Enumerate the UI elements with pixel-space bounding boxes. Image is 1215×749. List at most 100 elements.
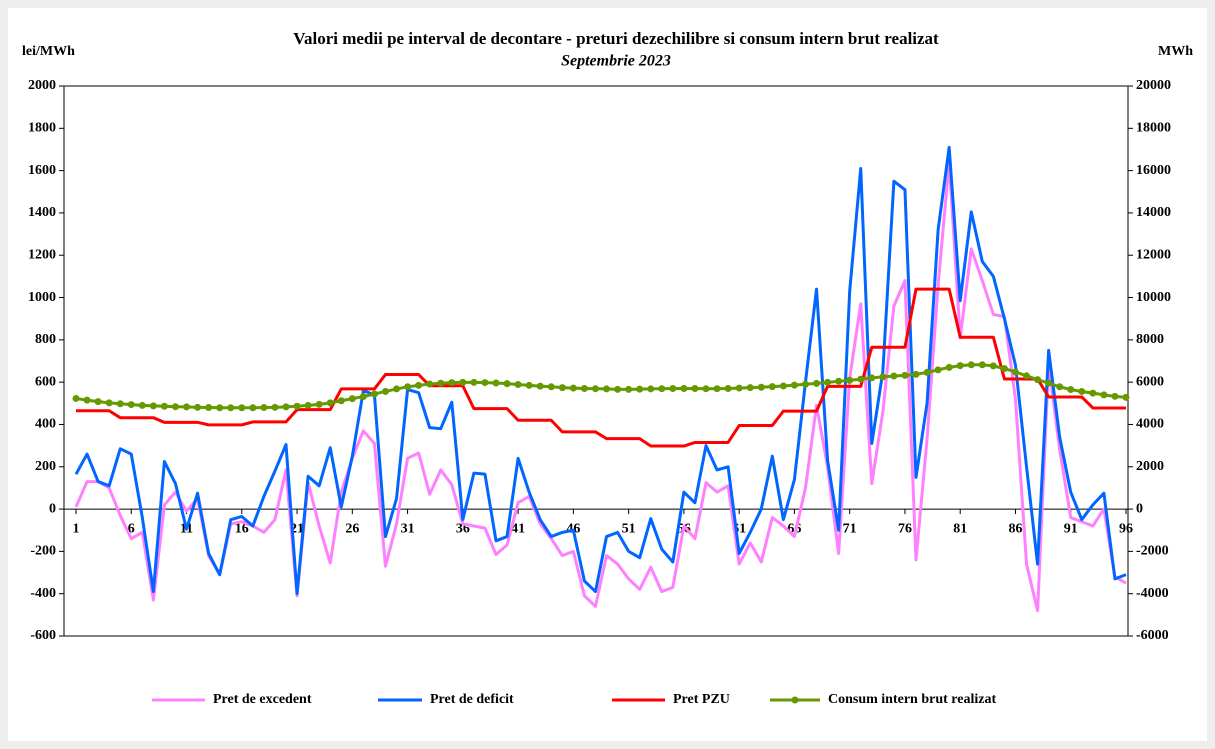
series-marker — [481, 379, 489, 387]
y-tick-label: 1200 — [28, 247, 56, 262]
series-marker — [680, 385, 688, 392]
series-marker — [1078, 387, 1086, 395]
x-tick-label: 96 — [1119, 521, 1133, 536]
series-marker — [1011, 368, 1019, 376]
y2-tick-label: 2000 — [1136, 459, 1164, 474]
series-marker — [658, 385, 666, 393]
series-marker — [945, 363, 953, 371]
y2-tick-label: 4000 — [1136, 417, 1164, 432]
series-marker — [801, 380, 809, 388]
series-marker — [768, 383, 776, 391]
series-marker — [171, 403, 179, 411]
series-marker — [1067, 386, 1075, 394]
series-marker — [393, 385, 401, 393]
series-marker — [492, 379, 500, 387]
series-marker — [448, 379, 456, 387]
x-tick-label: 31 — [401, 521, 415, 536]
y2-tick-label: 18000 — [1136, 121, 1171, 136]
series-marker — [271, 403, 279, 411]
y-tick-label: 400 — [35, 417, 56, 432]
series-marker — [470, 378, 478, 386]
series-marker — [503, 380, 511, 388]
series-marker — [348, 395, 356, 403]
y-tick-label: 600 — [35, 374, 56, 389]
series-line — [76, 287, 1126, 448]
x-tick-label: 16 — [235, 521, 249, 536]
series-marker — [647, 385, 655, 393]
series-marker — [127, 401, 135, 409]
series-marker — [547, 383, 555, 391]
y-tick-label: 800 — [35, 332, 56, 347]
series-marker — [260, 404, 268, 412]
series-marker — [160, 402, 168, 410]
series-line — [74, 145, 1127, 596]
series-marker — [1056, 383, 1064, 391]
x-tick-label: 51 — [622, 521, 636, 536]
series-marker — [636, 385, 644, 393]
x-tick-label: 76 — [898, 521, 912, 536]
series-marker — [569, 384, 577, 392]
x-tick-label: 26 — [345, 521, 359, 536]
y-tick-label: 1000 — [28, 290, 56, 305]
legend-label: Consum intern brut realizat — [828, 692, 996, 707]
series-marker — [713, 385, 721, 393]
y-tick-label: 0 — [49, 501, 56, 516]
series-marker — [249, 404, 257, 412]
x-tick-label: 86 — [1008, 521, 1022, 536]
chart-subtitle: Septembrie 2023 — [561, 53, 671, 70]
series-marker — [149, 402, 157, 410]
series-marker — [525, 381, 533, 389]
series-marker — [1111, 392, 1119, 400]
legend-label: Pret de deficit — [430, 692, 514, 707]
legend-marker — [791, 696, 799, 704]
x-tick-label: 91 — [1064, 521, 1078, 536]
series-marker — [205, 404, 213, 412]
y2-axis-label: MWh — [1158, 44, 1193, 59]
series-marker — [227, 404, 235, 412]
series-marker — [404, 383, 412, 391]
series-marker — [879, 373, 887, 381]
series-marker — [1089, 389, 1097, 397]
y2-tick-label: -4000 — [1136, 586, 1169, 601]
series-marker — [1100, 391, 1108, 399]
series-marker — [835, 377, 843, 385]
series-marker — [536, 382, 544, 390]
x-tick-label: 81 — [953, 521, 967, 536]
series-marker — [978, 361, 986, 369]
series-marker — [934, 366, 942, 374]
y-tick-label: -600 — [30, 628, 56, 643]
series-marker — [989, 362, 997, 370]
series-marker — [83, 396, 91, 404]
series-marker — [669, 385, 677, 392]
series-marker — [105, 399, 113, 407]
y2-tick-label: 12000 — [1136, 247, 1171, 262]
series-marker — [514, 380, 522, 388]
series-marker — [216, 404, 224, 412]
series-marker — [558, 384, 566, 392]
series-marker — [359, 393, 367, 401]
y-tick-label: 1800 — [28, 121, 56, 136]
y-tick-label: 200 — [35, 459, 56, 474]
series-marker — [846, 376, 854, 384]
series-marker — [415, 381, 423, 389]
series-marker — [1034, 376, 1042, 384]
series-marker — [901, 371, 909, 379]
series-marker — [746, 384, 754, 392]
series-marker — [1122, 393, 1130, 401]
x-tick-label: 41 — [511, 521, 525, 536]
y2-tick-label: 16000 — [1136, 163, 1171, 178]
series-marker — [735, 384, 743, 392]
series-marker — [1000, 365, 1008, 373]
legend-label: Pret de excedent — [213, 692, 312, 707]
series-marker — [138, 401, 146, 409]
y-axis-label: lei/MWh — [22, 44, 75, 59]
x-tick-label: 6 — [128, 521, 135, 536]
series-marker — [591, 385, 599, 393]
series-marker — [183, 403, 191, 411]
series-marker — [580, 385, 588, 392]
series-marker — [790, 381, 798, 389]
y2-tick-label: -6000 — [1136, 628, 1169, 643]
series-marker — [437, 379, 445, 387]
series-marker — [967, 361, 975, 369]
